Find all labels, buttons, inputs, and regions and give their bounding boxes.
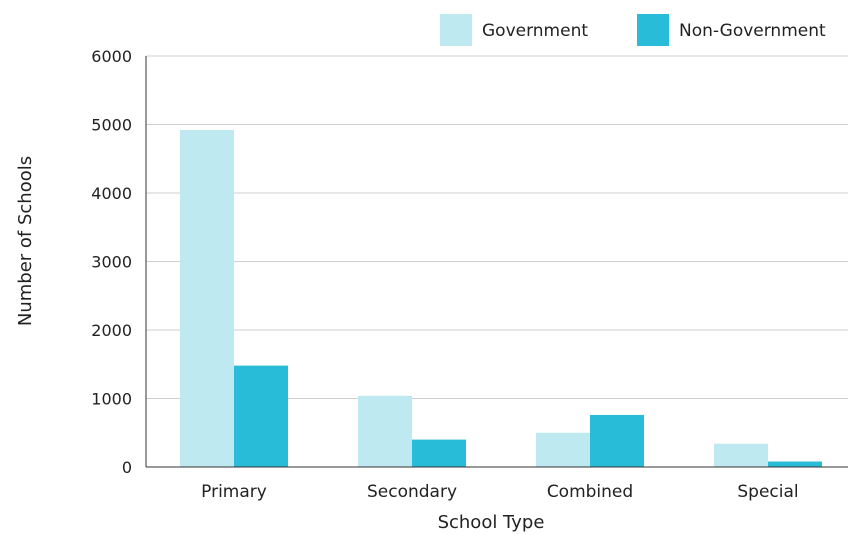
y-tick-label: 1000: [91, 390, 132, 409]
x-category-label: Special: [737, 482, 798, 502]
x-category-label: Combined: [547, 482, 633, 502]
bar-non-government-primary: [234, 365, 288, 467]
y-tick-label: 0: [122, 458, 132, 477]
x-category-label: Secondary: [367, 482, 457, 502]
legend-label: Government: [482, 21, 588, 41]
bar-government-secondary: [358, 395, 412, 467]
y-axis-title: Number of Schools: [15, 156, 36, 326]
y-tick-labels: 0 1000 2000 3000 4000 5000 6000: [91, 47, 132, 477]
y-tick-label: 5000: [91, 116, 132, 135]
bar-government-primary: [180, 129, 234, 468]
bar-non-government-special: [768, 461, 822, 467]
x-category-labels: Primary Secondary Combined Special: [201, 482, 798, 502]
bars: [180, 129, 822, 468]
legend-swatch-government: [440, 14, 472, 46]
y-tick-label: 2000: [91, 321, 132, 340]
axes: [145, 56, 848, 468]
bar-non-government-combined: [590, 414, 644, 467]
bar-government-special: [714, 443, 768, 467]
y-tick-label: 3000: [91, 253, 132, 272]
legend-swatch-non-government: [637, 14, 669, 46]
y-tick-label: 4000: [91, 184, 132, 203]
x-category-label: Primary: [201, 482, 267, 502]
legend-label: Non-Government: [679, 21, 826, 41]
x-axis-title: School Type: [438, 512, 545, 533]
gridlines: [146, 55, 848, 399]
legend: Government Non-Government: [440, 14, 826, 46]
bar-government-combined: [536, 432, 590, 467]
bar-non-government-secondary: [412, 439, 466, 467]
y-tick-label: 6000: [91, 47, 132, 66]
